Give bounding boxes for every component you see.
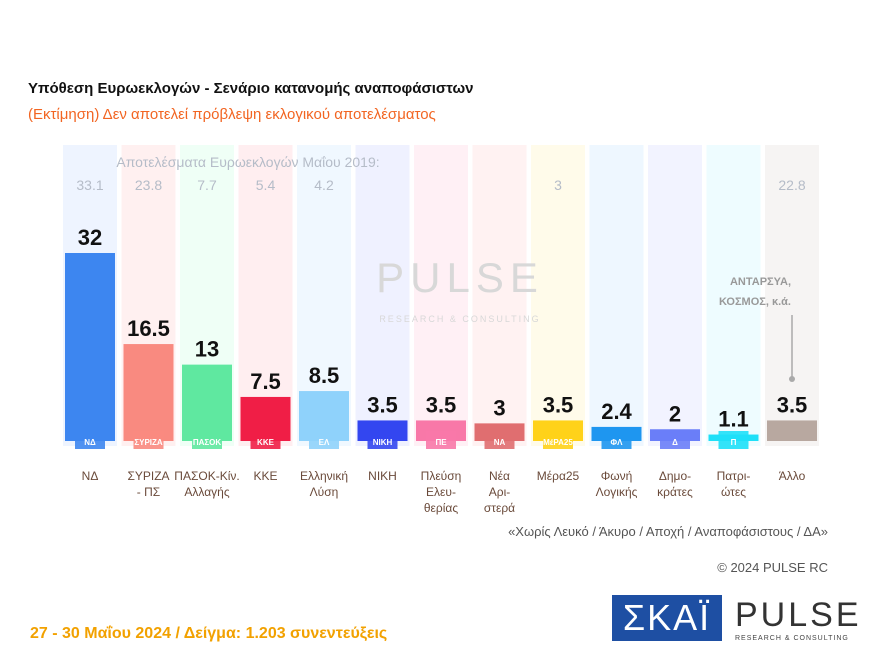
party-logo-text: ΝΔ bbox=[84, 438, 96, 447]
previous-result-label: 22.8 bbox=[778, 177, 805, 193]
previous-result-label: 7.7 bbox=[197, 177, 217, 193]
category-label: ΚΚΕ bbox=[253, 469, 277, 483]
category-label: Λύση bbox=[310, 485, 339, 499]
party-logo-text: ΕΛ bbox=[319, 438, 330, 447]
party-logo-icon bbox=[426, 431, 456, 449]
pulse-logo: PULSE RESEARCH & CONSULTING bbox=[735, 596, 862, 642]
column-background bbox=[355, 145, 410, 446]
watermark-text: PULSE bbox=[376, 254, 544, 301]
chart-subtitle: (Εκτίμηση) Δεν αποτελεί πρόβλεψη εκλογικ… bbox=[28, 106, 436, 123]
category-label: Πατρι- bbox=[717, 469, 751, 483]
previous-result-label: 23.8 bbox=[135, 177, 162, 193]
party-logo-text: ΣΥΡΙΖΑ bbox=[134, 438, 163, 447]
category-label: ΣΥΡΙΖΑ bbox=[127, 469, 169, 483]
party-logo-icon bbox=[660, 431, 690, 449]
data-label: 3.5 bbox=[426, 392, 457, 417]
category-label: ΝΔ bbox=[82, 469, 99, 483]
party-logo-icon bbox=[250, 431, 281, 449]
data-label: 3.5 bbox=[777, 392, 808, 417]
column-background bbox=[589, 145, 644, 446]
data-label: 1.1 bbox=[718, 407, 749, 432]
party-logo-icon bbox=[543, 431, 573, 449]
category-label: Λογικής bbox=[596, 485, 638, 499]
column-background bbox=[648, 145, 702, 446]
category-label: Φωνή bbox=[601, 469, 633, 483]
column-background bbox=[531, 145, 585, 446]
category-label: Πλεύση bbox=[421, 469, 462, 483]
survey-info: 27 - 30 Μαΐου 2024 / Δείγμα: 1.203 συνεν… bbox=[30, 625, 388, 642]
data-label: 2 bbox=[669, 401, 681, 426]
data-label: 13 bbox=[195, 337, 219, 362]
category-label: Άλλο bbox=[779, 469, 806, 483]
party-logo-text: ΚΚΕ bbox=[257, 438, 275, 447]
party-logo-icon bbox=[718, 431, 749, 449]
copyright: © 2024 PULSE RC bbox=[717, 560, 828, 575]
column-background bbox=[414, 145, 468, 446]
bar bbox=[123, 344, 174, 441]
watermark-subtext: RESEARCH & CONSULTING bbox=[379, 314, 540, 324]
party-logo-text: Δ bbox=[672, 438, 678, 447]
party-logo-text: ΦΛ bbox=[611, 438, 624, 447]
party-logo-icon bbox=[484, 431, 515, 449]
previous-result-label: 3 bbox=[554, 177, 562, 193]
category-label: Αρι- bbox=[489, 485, 511, 499]
column-background bbox=[765, 145, 819, 446]
data-label: 16.5 bbox=[127, 316, 170, 341]
chart-title: Υπόθεση Ευρωεκλογών - Σενάριο κατανομής … bbox=[28, 80, 474, 97]
category-label: ΝΙΚΗ bbox=[368, 469, 397, 483]
data-label: 3 bbox=[493, 395, 505, 420]
party-logo-text: ΠΑΣΟΚ bbox=[193, 438, 222, 447]
category-label: θερίας bbox=[424, 501, 458, 515]
previous-results-label: Αποτελέσματα Ευρωεκλογών Μαΐου 2019: bbox=[116, 154, 379, 170]
previous-result-label: 5.4 bbox=[256, 177, 276, 193]
category-label: Νέα bbox=[489, 469, 510, 483]
category-label: κράτες bbox=[657, 485, 693, 499]
party-logo-text: ΝΑ bbox=[494, 438, 506, 447]
bar bbox=[182, 364, 232, 441]
category-label: - ΠΣ bbox=[137, 485, 160, 499]
category-label: Μέρα25 bbox=[537, 469, 580, 483]
category-label: ΠΑΣΟΚ-Κίν. bbox=[174, 469, 239, 483]
party-logo-icon bbox=[75, 431, 105, 449]
other-annotation: ΑΝΤΑΡΣΥΑ, ΚΟΣΜΟΣ, κ.ά. bbox=[718, 276, 791, 308]
skai-logo: ΣΚΑΪ bbox=[612, 595, 722, 641]
category-label: Ελευ- bbox=[426, 485, 456, 499]
category-label: Ελληνική bbox=[300, 469, 348, 483]
data-label: 32 bbox=[78, 225, 102, 250]
category-label: Δημο- bbox=[659, 469, 691, 483]
bar bbox=[767, 420, 817, 441]
data-label: 3.5 bbox=[367, 392, 398, 417]
data-label: 8.5 bbox=[309, 363, 340, 388]
column-background bbox=[706, 145, 761, 446]
category-label: Αλλαγής bbox=[184, 485, 229, 499]
column-background bbox=[238, 145, 293, 446]
party-logo-text: ΜέΡΑ25 bbox=[543, 438, 573, 447]
bar bbox=[65, 253, 115, 441]
party-logo-icon bbox=[367, 431, 398, 449]
data-label: 7.5 bbox=[250, 369, 281, 394]
previous-result-label: 4.2 bbox=[314, 177, 334, 193]
party-logo-icon bbox=[309, 431, 339, 449]
previous-result-label: 33.1 bbox=[76, 177, 103, 193]
data-label: 3.5 bbox=[543, 392, 574, 417]
bar-chart: PULSE RESEARCH & CONSULTING Αποτελέσματα Ε… bbox=[63, 145, 819, 515]
party-logo-icon bbox=[192, 431, 222, 449]
category-label: ώτες bbox=[721, 485, 746, 499]
party-logo-text: ΠΕ bbox=[435, 438, 447, 447]
annotation-dot bbox=[789, 376, 795, 382]
party-logo-icon bbox=[601, 431, 632, 449]
footnote: «Χωρίς Λευκό / Άκυρο / Αποχή / Αναποφάσι… bbox=[508, 524, 828, 539]
party-logo-text: ΝΙΚΗ bbox=[373, 438, 393, 447]
column-background bbox=[472, 145, 527, 446]
party-logo-text: Π bbox=[731, 438, 737, 447]
category-label: στερά bbox=[484, 501, 515, 515]
data-label: 2.4 bbox=[601, 399, 632, 424]
party-logo-icon bbox=[133, 431, 164, 449]
